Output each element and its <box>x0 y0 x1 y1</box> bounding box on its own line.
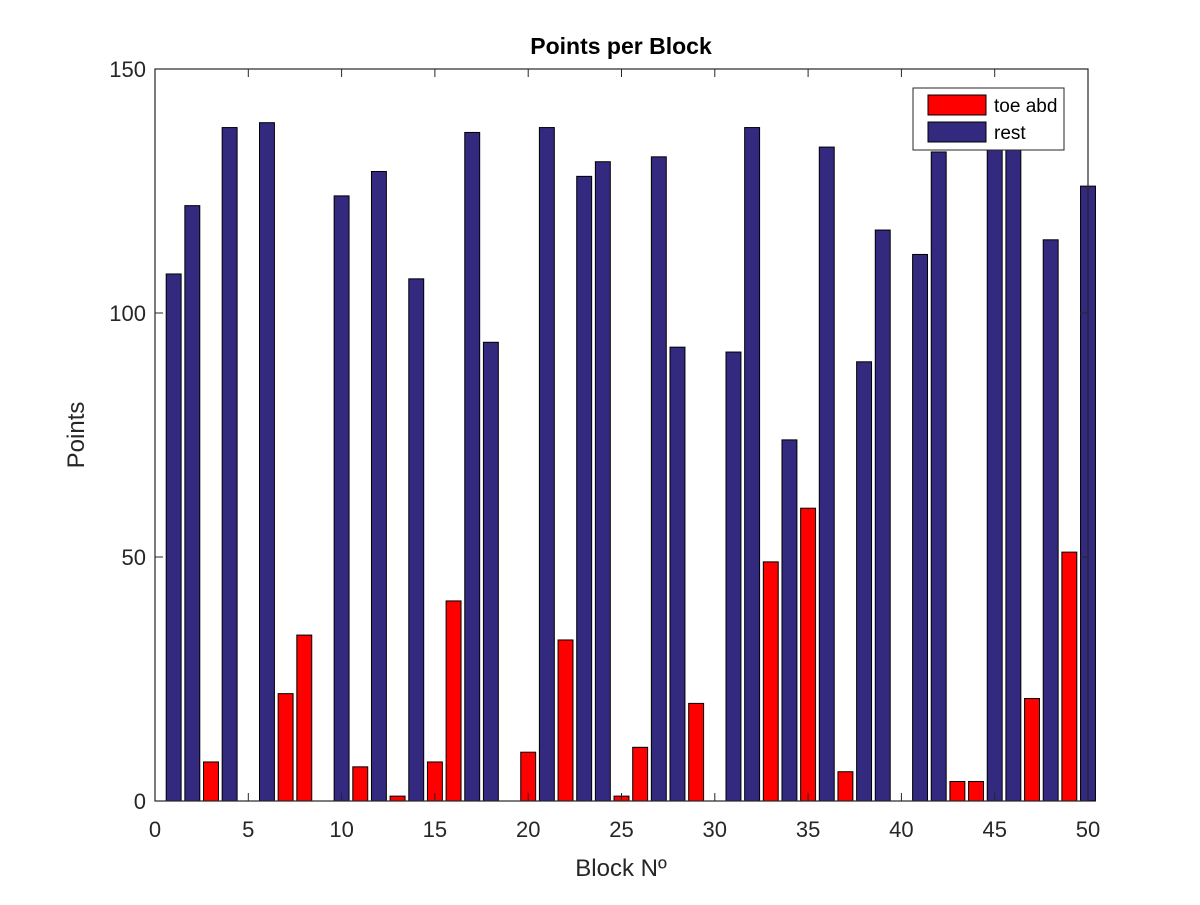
bar-rest-block-24 <box>594 161 611 802</box>
bar-rest-block-41 <box>912 253 929 802</box>
bar-rest-block-48 <box>1042 239 1059 802</box>
bar-rest-block-32 <box>744 127 761 802</box>
x-tick-label: 5 <box>242 817 254 842</box>
bar-rest-block-18 <box>482 341 499 802</box>
bar-toe-abd-block-16 <box>445 600 462 802</box>
x-tick-label: 50 <box>1076 817 1100 842</box>
bar-toe-abd-block-11 <box>352 766 369 802</box>
x-axis-label: Block Nº <box>575 855 667 882</box>
bar-toe-abd-block-29 <box>688 702 705 802</box>
bar-rest-block-6 <box>258 122 275 802</box>
bar-rest-block-27 <box>650 156 667 802</box>
x-tick-label: 0 <box>149 817 161 842</box>
bar-toe-abd-block-43 <box>949 780 966 802</box>
y-axis-label: Points <box>63 402 90 469</box>
y-tick-label: 0 <box>134 789 146 814</box>
bar-rest-block-31 <box>725 351 742 802</box>
bar-rest-block-45 <box>986 117 1003 802</box>
bar-rest-block-4 <box>221 127 238 802</box>
bar-toe-abd-block-8 <box>296 634 313 802</box>
y-tick-label: 150 <box>109 57 146 82</box>
ticks-layer: 0 5 10 15 20 25 30 35 40 45 50 0 50 100 150 <box>109 57 1100 842</box>
legend-label-toe-abd: toe abd <box>994 96 1057 117</box>
legend-label-rest: rest <box>994 123 1026 144</box>
bar-toe-abd-block-7 <box>277 693 294 802</box>
plot-area <box>155 69 1088 801</box>
bar-toe-abd-block-33 <box>762 561 779 802</box>
bar-rest-block-42 <box>930 151 947 802</box>
plot-frame <box>154 68 1089 802</box>
bar-rest-block-46 <box>1005 117 1022 802</box>
bar-toe-abd-block-3 <box>203 761 219 802</box>
x-tick-label: 30 <box>703 817 727 842</box>
x-tick-label: 15 <box>423 817 447 842</box>
bar-rest-block-14 <box>408 278 425 802</box>
x-tick-label: 35 <box>796 817 820 842</box>
bar-rest-block-10 <box>333 195 350 802</box>
bar-rest-block-36 <box>818 146 835 802</box>
legend-swatch-rest <box>927 121 987 143</box>
legend: toe abd rest <box>912 87 1065 151</box>
bar-toe-abd-block-49 <box>1061 551 1078 802</box>
bar-toe-abd-block-47 <box>1024 698 1040 802</box>
bar-toe-abd-block-22 <box>557 639 574 802</box>
bar-toe-abd-block-35 <box>800 507 817 802</box>
bar-toe-abd-block-37 <box>837 771 854 802</box>
x-tick-label: 10 <box>329 817 353 842</box>
x-tick-label: 40 <box>889 817 913 842</box>
bar-rest-block-39 <box>874 229 891 802</box>
bar-toe-abd-block-44 <box>968 780 985 802</box>
y-tick-label: 50 <box>122 545 146 570</box>
bar-rest-block-28 <box>669 346 686 802</box>
bar-rest-block-12 <box>370 170 387 802</box>
x-tick-label: 45 <box>982 817 1006 842</box>
bar-toe-abd-block-26 <box>632 746 649 802</box>
x-tick-label: 25 <box>609 817 633 842</box>
bar-rest-block-17 <box>464 131 481 802</box>
bar-rest-block-21 <box>538 127 555 802</box>
bar-rest-block-1 <box>165 273 182 802</box>
x-tick-label: 20 <box>516 817 540 842</box>
y-tick-label: 100 <box>109 301 146 326</box>
bar-rest-block-2 <box>184 205 201 802</box>
bar-rest-block-34 <box>781 439 798 802</box>
bar-rest-block-23 <box>576 175 593 802</box>
bar-rest-block-38 <box>856 361 873 802</box>
legend-swatch-toe-abd <box>927 94 987 116</box>
chart-title: Points per Block <box>530 33 712 59</box>
bar-toe-abd-block-13 <box>389 795 406 802</box>
